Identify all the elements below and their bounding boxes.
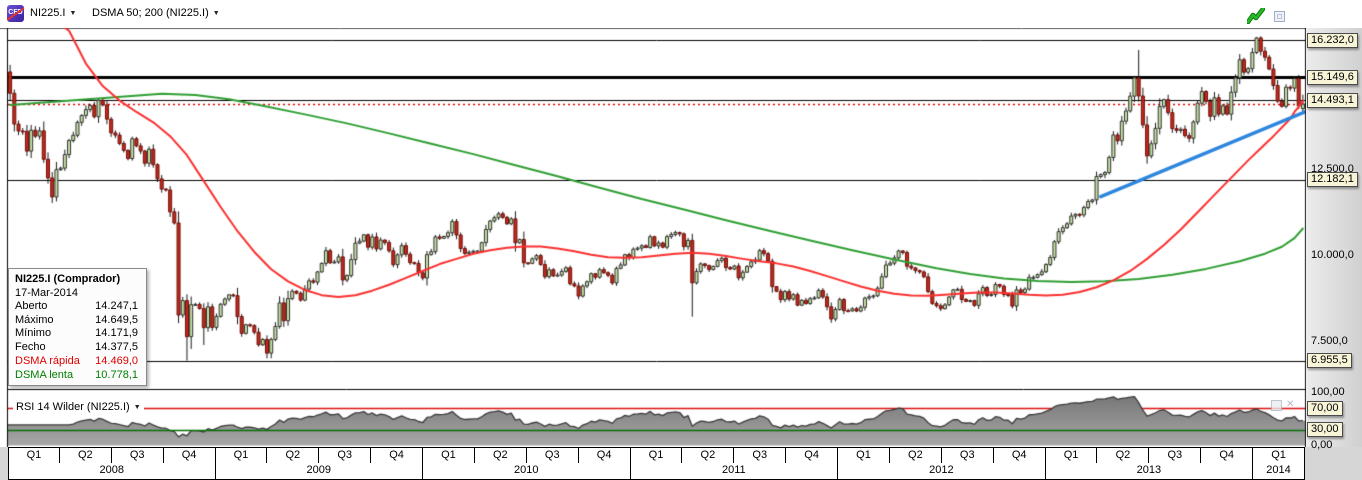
tooltip-row-value: 14.247,1 [95,300,138,312]
year-cell: 2008 [8,463,216,480]
rsi-panel-controls: ✕ [1271,400,1294,411]
tooltip-row: DSMA lenta 10.778,1 [9,369,146,383]
rsi-level-label[interactable]: 70,00 [1307,400,1343,416]
rsi-axis-label: 0,00 [1311,439,1333,451]
quarter-cell: Q3 [941,447,994,464]
price-line-label[interactable]: 16.232,0 [1307,32,1358,48]
quarter-cell: Q2 [474,447,527,464]
quick-trade-flash-icon[interactable] [1247,8,1265,24]
instrument-label: NI225.I [30,7,66,19]
price-line-label[interactable]: 15.149,6 [1307,69,1358,85]
tooltip-row: Aberto 14.247,1 [9,300,146,314]
tooltip-row-value: 14.649,5 [95,313,138,326]
quarter-cell: Q4 [371,447,424,464]
price-line-label[interactable]: 12.182,1 [1307,172,1358,188]
tooltip-row-label: Mínimo [15,327,52,340]
year-cell: 2011 [630,463,839,480]
indicator-label: DSMA 50; 200 (NI225.I) [92,7,209,19]
price-axis[interactable] [1306,28,1362,447]
quarter-cell: Q4 [993,447,1046,464]
tooltip-row: Mínimo 14.171,9 [9,327,146,341]
close-panel-icon[interactable]: ✕ [1286,399,1295,410]
quarter-cell: Q1 [215,447,268,464]
price-axis-label: 10.000,0 [1311,248,1354,261]
rsi-indicator-label: RSI 14 Wilder (NI225.I) [16,401,130,413]
chevron-down-icon: ▼ [133,403,141,411]
tooltip-row: Máximo 14.649,5 [9,314,146,328]
price-line-label[interactable]: 14.493,1 [1307,92,1358,108]
price-axis-label: 7.500,0 [1311,335,1348,348]
tooltip-title: NI225.I (Comprador) [15,273,121,285]
tooltip-row-value: 14.171,9 [95,327,138,340]
quarter-cell: Q2 [267,447,320,464]
quarter-cell: Q3 [319,447,372,464]
quarter-cell: Q1 [8,447,60,464]
quarter-cell: Q2 [889,447,942,464]
ohlc-tooltip: NI225.I (Comprador) 17-Mar-2014 Aberto 14… [8,268,147,386]
rsi-axis-label: 100,00 [1311,386,1345,398]
quarter-cell: Q1 [838,447,890,464]
tooltip-date: 17-Mar-2014 [15,287,78,299]
year-cell: 2012 [838,463,1046,480]
quarter-cell: Q4 [1201,447,1254,464]
restore-window-icon[interactable] [1274,11,1285,22]
tooltip-row-label: DSMA lenta [15,368,74,381]
quarter-cell: Q1 [1253,447,1305,464]
tooltip-row-label: Aberto [15,300,48,312]
chevron-down-icon: ▼ [212,9,220,17]
quarter-cell: Q3 [734,447,787,464]
tooltip-row-value: 14.377,5 [95,341,138,354]
tooltip-row-label: DSMA rápida [15,354,80,367]
quarter-cell: Q1 [630,447,683,464]
restore-panel-icon[interactable] [1271,400,1282,411]
tooltip-row-label: Fecho [15,341,46,354]
year-cell: 2009 [215,463,424,480]
indicator-selector[interactable]: DSMA 50; 200 (NI225.I) ▼ [92,7,220,19]
year-cell: 2013 [1045,463,1254,480]
quarter-cell: Q3 [1149,447,1202,464]
tooltip-row-value: 10.778,1 [95,368,138,381]
year-cell: 2010 [423,463,631,480]
quarter-cell: Q1 [1045,447,1098,464]
quarter-cell: Q3 [526,447,579,464]
quarter-cell: Q2 [1097,447,1150,464]
tooltip-row: DSMA rápida 14.469,0 [9,355,146,369]
tooltip-row-label: Máximo [15,313,54,326]
quarter-cell: Q4 [163,447,216,464]
quarter-cell: Q1 [423,447,475,464]
quarter-cell: Q3 [111,447,164,464]
cfd-instrument-icon: CFD [7,5,24,22]
rsi-level-label[interactable]: 30,00 [1307,422,1343,438]
year-cell: 2014 [1253,463,1305,480]
instrument-selector[interactable]: NI225.I ▼ [30,7,76,19]
quarter-cell: Q2 [682,447,735,464]
price-line-label[interactable]: 6.955,5 [1307,353,1352,369]
price-axis-label: 12.500,0 [1311,162,1354,175]
rsi-indicator-selector[interactable]: RSI 14 Wilder (NI225.I) ▼ [13,401,144,413]
quarter-cell: Q4 [578,447,631,464]
tooltip-row: Fecho 14.377,5 [9,341,146,355]
tooltip-row-value: 14.469,0 [95,354,138,367]
quarter-cell: Q2 [59,447,112,464]
chevron-down-icon: ▼ [69,9,77,17]
quarter-cell: Q4 [786,447,839,464]
chart-toolbar: CFD NI225.I ▼ DSMA 50; 200 (NI225.I) ▼ [0,0,1362,28]
